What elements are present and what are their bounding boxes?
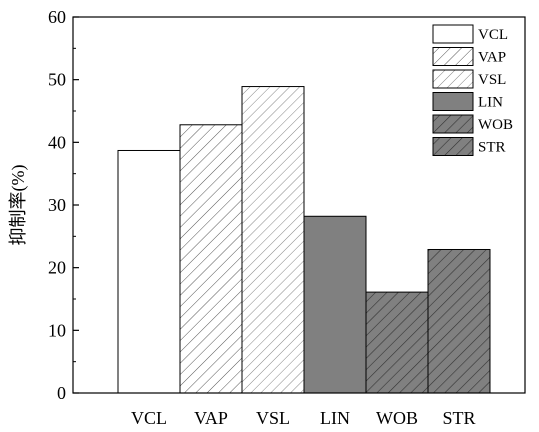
bars-group (117, 86, 491, 394)
legend-swatch-vap (432, 47, 474, 66)
legend-label-vsl: VSL (478, 72, 506, 88)
legend-label-lin: LIN (478, 95, 503, 111)
legend-swatch-str (432, 137, 474, 156)
legend-swatch-wob (432, 114, 474, 134)
x-tick-label-wob: WOB (376, 408, 418, 428)
y-tick-label-60: 60 (48, 7, 66, 27)
legend-label-vcl: VCL (478, 27, 508, 43)
y-axis-label: 抑制率(%) (8, 165, 29, 246)
y-tick-label-0: 0 (57, 383, 66, 403)
y-tick-label-30: 30 (48, 195, 66, 215)
legend-label-vap: VAP (478, 50, 506, 66)
legend: VCL VAP VSL LIN WOB STR (432, 24, 513, 156)
bar-vsl (241, 86, 305, 394)
legend-swatch-lin (432, 92, 474, 111)
bar-str (427, 248, 491, 394)
axes-group: VCL VAP VSL LIN WOB STR 0 10 20 30 40 50 60 抑制率(%) (8, 7, 526, 428)
y-tick-label-40: 40 (48, 132, 66, 152)
x-tick-label-lin: LIN (320, 408, 350, 428)
legend-label-wob: WOB (478, 117, 513, 133)
x-tick-label-str: STR (442, 408, 475, 428)
y-tick-label-10: 10 (48, 320, 66, 340)
legend-label-str: STR (478, 140, 506, 156)
y-tick-label-50: 50 (48, 70, 66, 90)
x-tick-label-vsl: VSL (256, 408, 290, 428)
legend-swatch-vcl (432, 24, 474, 44)
bar-lin (303, 215, 367, 394)
y-tick-label-20: 20 (48, 258, 66, 278)
bar-vap (179, 124, 243, 394)
x-tick-label-vcl: VCL (131, 408, 167, 428)
legend-swatch-vsl (432, 69, 474, 89)
bar-vcl (117, 149, 181, 394)
bar-wob (365, 291, 429, 394)
x-tick-label-vap: VAP (194, 408, 228, 428)
